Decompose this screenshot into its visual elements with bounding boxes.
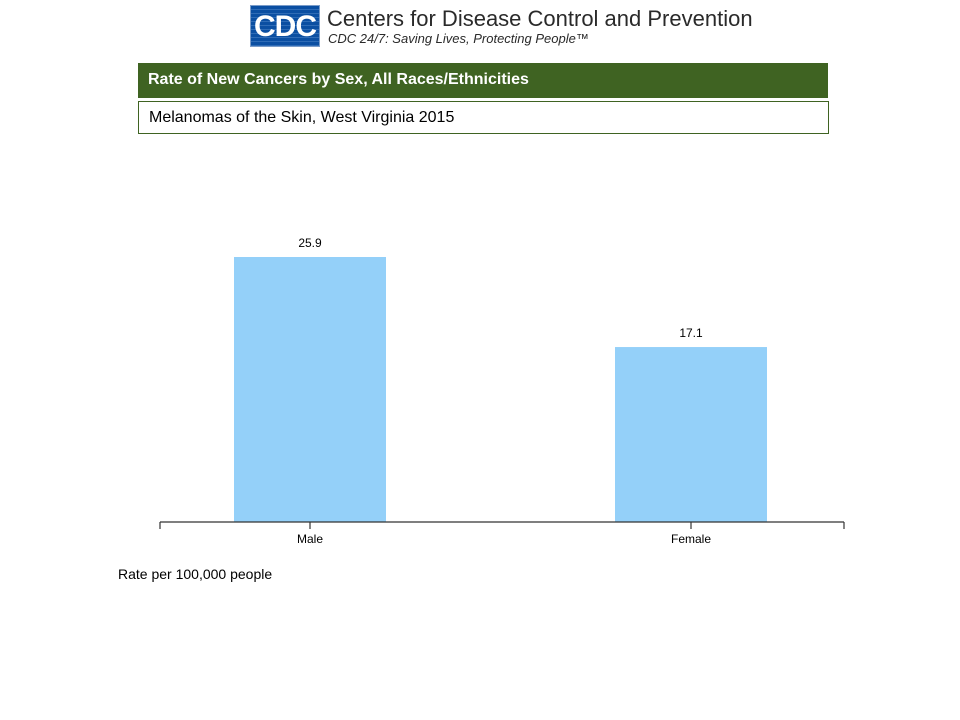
- cdc-logo: CDC: [250, 5, 320, 47]
- logo-stripes: [251, 6, 319, 46]
- chart-title: Rate of New Cancers by Sex, All Races/Et…: [138, 63, 828, 98]
- logo-text: CDC: [254, 10, 317, 43]
- rate-footnote: Rate per 100,000 people: [118, 566, 273, 582]
- bar-female: [615, 347, 767, 522]
- chart-subtitle: Melanomas of the Skin, West Virginia 201…: [138, 101, 829, 134]
- data-label-female: 17.1: [679, 326, 703, 340]
- org-name: Centers for Disease Control and Preventi…: [327, 6, 753, 31]
- x-tick-label-male: Male: [297, 532, 323, 546]
- org-tagline: CDC 24/7: Saving Lives, Protecting Peopl…: [328, 31, 589, 46]
- x-tick-label-female: Female: [671, 532, 711, 546]
- data-label-male: 25.9: [298, 236, 322, 250]
- bar-male: [234, 257, 386, 522]
